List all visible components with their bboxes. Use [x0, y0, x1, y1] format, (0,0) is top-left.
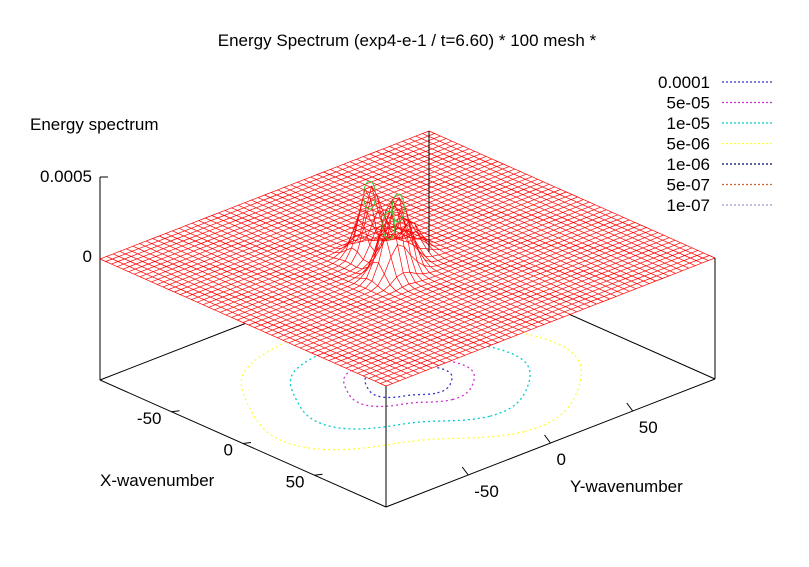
mesh-line: [264, 194, 551, 323]
mesh-line: [99, 258, 387, 387]
y-tick-label: -50: [474, 482, 499, 501]
mesh-line: [191, 222, 479, 351]
mesh-line: [159, 235, 446, 364]
mesh-line: [145, 240, 433, 369]
mesh-line: [415, 135, 702, 264]
mesh-line: [270, 192, 558, 320]
contour-5e-06: [240, 300, 582, 451]
y-tick-label: 0: [557, 450, 566, 469]
legend-label: 1e-07: [667, 196, 710, 215]
mesh-line: [310, 176, 597, 305]
mesh-line: [316, 174, 604, 302]
surface-mesh: [99, 130, 716, 387]
legend-label: 5e-06: [667, 135, 710, 154]
mesh-line: [257, 197, 545, 325]
y-tick-mark: [626, 402, 634, 412]
x-tick-mark: [171, 410, 180, 413]
mesh-line: [382, 148, 670, 277]
mesh-line: [126, 248, 413, 377]
mesh-line: [139, 243, 426, 371]
x-tick-label: 50: [286, 472, 305, 491]
peak-highlight: [391, 193, 405, 223]
mesh-line: [172, 230, 459, 359]
mesh-line: [349, 161, 637, 290]
y-tick-mark: [544, 434, 551, 444]
x-axis-label: X-wavenumber: [100, 471, 215, 490]
mesh-line: [178, 227, 466, 356]
mesh-line: [251, 185, 538, 328]
mesh-line: [238, 198, 525, 333]
mesh-line: [165, 233, 452, 361]
mesh-line: [113, 253, 400, 382]
peak-highlight: [382, 210, 396, 240]
mesh-line: [336, 166, 624, 295]
peak-highlight: [363, 180, 377, 210]
y-axis-label: Y-wavenumber: [570, 477, 683, 496]
x-tick-label: 0: [224, 441, 233, 460]
mesh-line: [224, 210, 512, 338]
axis-ticks: -50 0 50 -50 0 50: [137, 402, 658, 501]
mesh-line: [389, 146, 676, 274]
mesh-line: [356, 158, 643, 287]
mesh-line: [211, 215, 499, 343]
x-tick-label: -50: [137, 409, 162, 428]
mesh-line: [376, 151, 663, 279]
mesh-line: [218, 212, 505, 341]
mesh-line: [303, 179, 591, 307]
mesh-line: [343, 163, 630, 292]
mesh-line: [369, 153, 656, 282]
mesh-line: [284, 186, 571, 315]
x-tick-mark: [242, 442, 252, 444]
mesh-line: [185, 225, 472, 354]
mesh-line: [198, 220, 485, 348]
mesh-line: [244, 188, 531, 331]
legend-label: 1e-06: [667, 155, 710, 174]
legend-label: 5e-05: [667, 94, 710, 113]
mesh-line: [402, 140, 689, 269]
mesh-line: [290, 184, 577, 313]
y-tick-label: 50: [639, 418, 658, 437]
chart-title: Energy Spectrum (exp4-e-1 / t=6.60) * 10…: [218, 31, 597, 50]
mesh-line: [231, 207, 518, 336]
z-tick-zero: 0: [83, 247, 92, 266]
mesh-line: [323, 171, 610, 300]
mesh-line: [395, 143, 683, 272]
mesh-line: [409, 138, 696, 267]
mesh-line: [152, 238, 439, 366]
mesh-line: [428, 130, 716, 259]
surface-backing: [100, 131, 715, 386]
mesh-line: [330, 169, 617, 297]
mesh-line: [106, 256, 393, 384]
legend-label: 1e-05: [667, 114, 710, 133]
mesh-line: [132, 245, 420, 374]
z-axis-label: Energy spectrum: [30, 115, 159, 134]
mesh-line: [422, 133, 709, 261]
mesh-line: [119, 250, 406, 379]
z-tick-max: 0.0005: [40, 167, 92, 186]
legend-label: 0.0001: [658, 73, 710, 92]
legend-label: 5e-07: [667, 176, 710, 195]
x-tick-mark: [314, 473, 323, 476]
mesh-line: [297, 181, 584, 310]
y-tick-mark: [461, 466, 469, 476]
mesh-line: [205, 217, 492, 346]
mesh-line: [363, 156, 650, 284]
mesh-line: [277, 189, 564, 318]
